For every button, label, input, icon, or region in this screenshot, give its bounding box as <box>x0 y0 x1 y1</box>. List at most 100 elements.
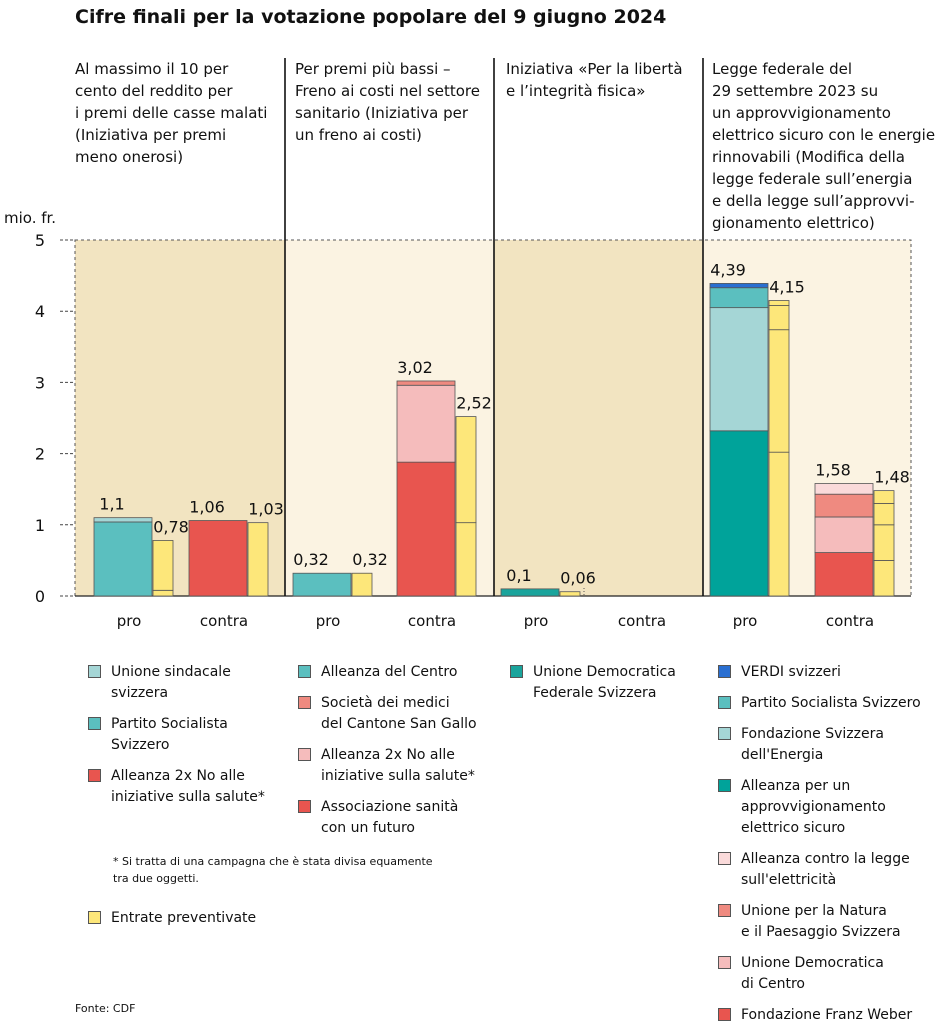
bar-segment <box>814 483 874 495</box>
category-label-contra: contra <box>200 612 248 630</box>
budget-bar-segment <box>873 490 895 504</box>
y-tick-label: 3 <box>35 373 45 392</box>
legend-label: Fondazione Franz Weber <box>741 1007 913 1023</box>
bar-segment <box>814 552 874 597</box>
legend-label: Partito Socialista Svizzero <box>741 695 921 711</box>
question-4-text: Legge federale del 29 settembre 2023 su … <box>712 60 936 232</box>
legend-label: Associazione sanità con un futuro <box>321 799 459 836</box>
question-2-text: Per premi più bassi – Freno ai costi nel… <box>295 60 480 144</box>
panel-background <box>494 240 703 596</box>
legend-swatch <box>510 665 523 678</box>
footnote: * Si tratta di una campagna che è stata … <box>113 855 433 885</box>
budget-bar-segment <box>873 560 895 597</box>
y-tick-label: 5 <box>35 231 45 250</box>
legend-swatch <box>298 696 311 709</box>
legend-item: Alleanza 2x No alle iniziative sulla sal… <box>298 745 498 787</box>
bar-segment <box>709 430 769 597</box>
budget-bar-segment <box>768 451 790 597</box>
budget-value-label: 0,06 <box>560 569 596 588</box>
bar-segment <box>500 588 560 597</box>
legend-item: Alleanza contro la legge sull'elettricit… <box>718 849 933 891</box>
category-label-pro: pro <box>316 612 341 630</box>
legend-item: Partito Socialista Svizzero <box>718 693 933 714</box>
category-label-pro: pro <box>733 612 758 630</box>
total-value-label: 4,39 <box>710 260 746 279</box>
bar-segment <box>396 461 456 597</box>
legend-item: VERDI svizzeri <box>718 662 933 683</box>
legend-label: Alleanza contro la legge sull'elettricit… <box>741 851 910 888</box>
legend-item: Unione Democratica di Centro <box>718 953 933 995</box>
legend-swatch <box>88 665 101 678</box>
legend-swatch <box>718 727 731 740</box>
legend-column-1: Unione sindacale svizzera Partito Sociali… <box>88 662 288 818</box>
bar-segment <box>709 307 769 432</box>
legend-item: Alleanza del Centro <box>298 662 498 683</box>
bar-segment <box>188 520 248 597</box>
budget-bar-segment <box>768 300 790 306</box>
bar-segment <box>814 516 874 553</box>
total-value-label: 1,1 <box>99 495 124 514</box>
y-tick-label: 4 <box>35 302 45 321</box>
budget-bar-segment <box>247 522 269 597</box>
legend-label: VERDI svizzeri <box>741 664 841 680</box>
budget-value-label: 0,32 <box>352 550 388 569</box>
legend-swatch <box>88 717 101 730</box>
budget-bar-segment <box>152 589 174 597</box>
budget-bar-segment <box>873 524 895 561</box>
legend-label: Società dei medici del Cantone San Gallo <box>321 695 477 732</box>
legend-swatch <box>298 800 311 813</box>
legend-column-3: Unione Democratica Federale Svizzera <box>510 662 710 714</box>
legend-swatch-budget <box>88 911 101 924</box>
total-value-label: 3,02 <box>397 358 433 377</box>
legend-label: Alleanza del Centro <box>321 664 458 680</box>
bar-segment <box>396 384 456 463</box>
legend-swatch <box>88 769 101 782</box>
source-note: Fonte: CDF <box>75 1002 136 1015</box>
budget-value-label: 2,52 <box>456 394 492 413</box>
legend-label: Unione Democratica di Centro <box>741 955 884 992</box>
chart-title: Cifre finali per la votazione popolare d… <box>75 6 667 28</box>
legend-label-budget: Entrate preventivate <box>111 910 257 926</box>
budget-value-label: 1,03 <box>248 500 284 519</box>
y-axis-unit: mio. fr. <box>4 209 57 227</box>
question-3-text: Iniziativa «Per la libertà e l’integrità… <box>506 60 683 100</box>
bar-segment <box>709 287 769 309</box>
legend-label: Alleanza 2x No alle iniziative sulla sal… <box>111 768 265 805</box>
category-label-contra: contra <box>826 612 874 630</box>
legend-item: Alleanza per un approvvigionamento elett… <box>718 776 933 839</box>
budget-bar-segment <box>768 305 790 331</box>
bar-segment <box>292 572 352 597</box>
legend-swatch <box>718 779 731 792</box>
budget-value-label: 0,78 <box>153 517 189 536</box>
y-tick-label: 0 <box>35 587 45 606</box>
legend-item: Associazione sanità con un futuro <box>298 797 498 839</box>
legend-label: Partito Socialista Svizzero <box>111 716 228 753</box>
legend-swatch <box>298 665 311 678</box>
legend-label: Fondazione Svizzera dell'Energia <box>741 726 884 763</box>
legend-swatch <box>298 748 311 761</box>
budget-value-label: 4,15 <box>769 278 805 297</box>
legend-swatch <box>718 1008 731 1021</box>
y-tick-label: 1 <box>35 516 45 535</box>
legend-label: Unione per la Natura e il Paesaggio Sviz… <box>741 903 901 940</box>
legend-item: Fondazione Franz Weber <box>718 1005 933 1026</box>
legend-swatch <box>718 665 731 678</box>
bar-segment <box>93 521 153 597</box>
question-1-text: Al massimo il 10 per cento del reddito p… <box>75 60 268 166</box>
chart-plot: 0 1 2 3 4 5 1,1 0,78 pro 1,06 1,03 contra 0,32 0,32 pr… <box>35 58 912 630</box>
category-label-contra: contra <box>618 612 666 630</box>
bar-segment <box>396 380 456 386</box>
bar-segment <box>709 283 769 289</box>
budget-bar-segment <box>559 591 581 597</box>
legend-column-2: Alleanza del Centro Società dei medici de… <box>298 662 498 849</box>
legend-item-budget: Entrate preventivate <box>88 908 256 929</box>
legend-item: Fondazione Svizzera dell'Energia <box>718 724 933 766</box>
total-value-label: 0,32 <box>293 550 329 569</box>
category-label-pro: pro <box>117 612 142 630</box>
category-label-pro: pro <box>524 612 549 630</box>
budget-bar-segment <box>873 503 895 526</box>
legend-swatch <box>718 904 731 917</box>
legend-column-4: VERDI svizzeri Partito Socialista Svizzer… <box>718 662 933 1036</box>
legend-label: Unione sindacale svizzera <box>111 664 231 701</box>
legend-item: Unione per la Natura e il Paesaggio Sviz… <box>718 901 933 943</box>
